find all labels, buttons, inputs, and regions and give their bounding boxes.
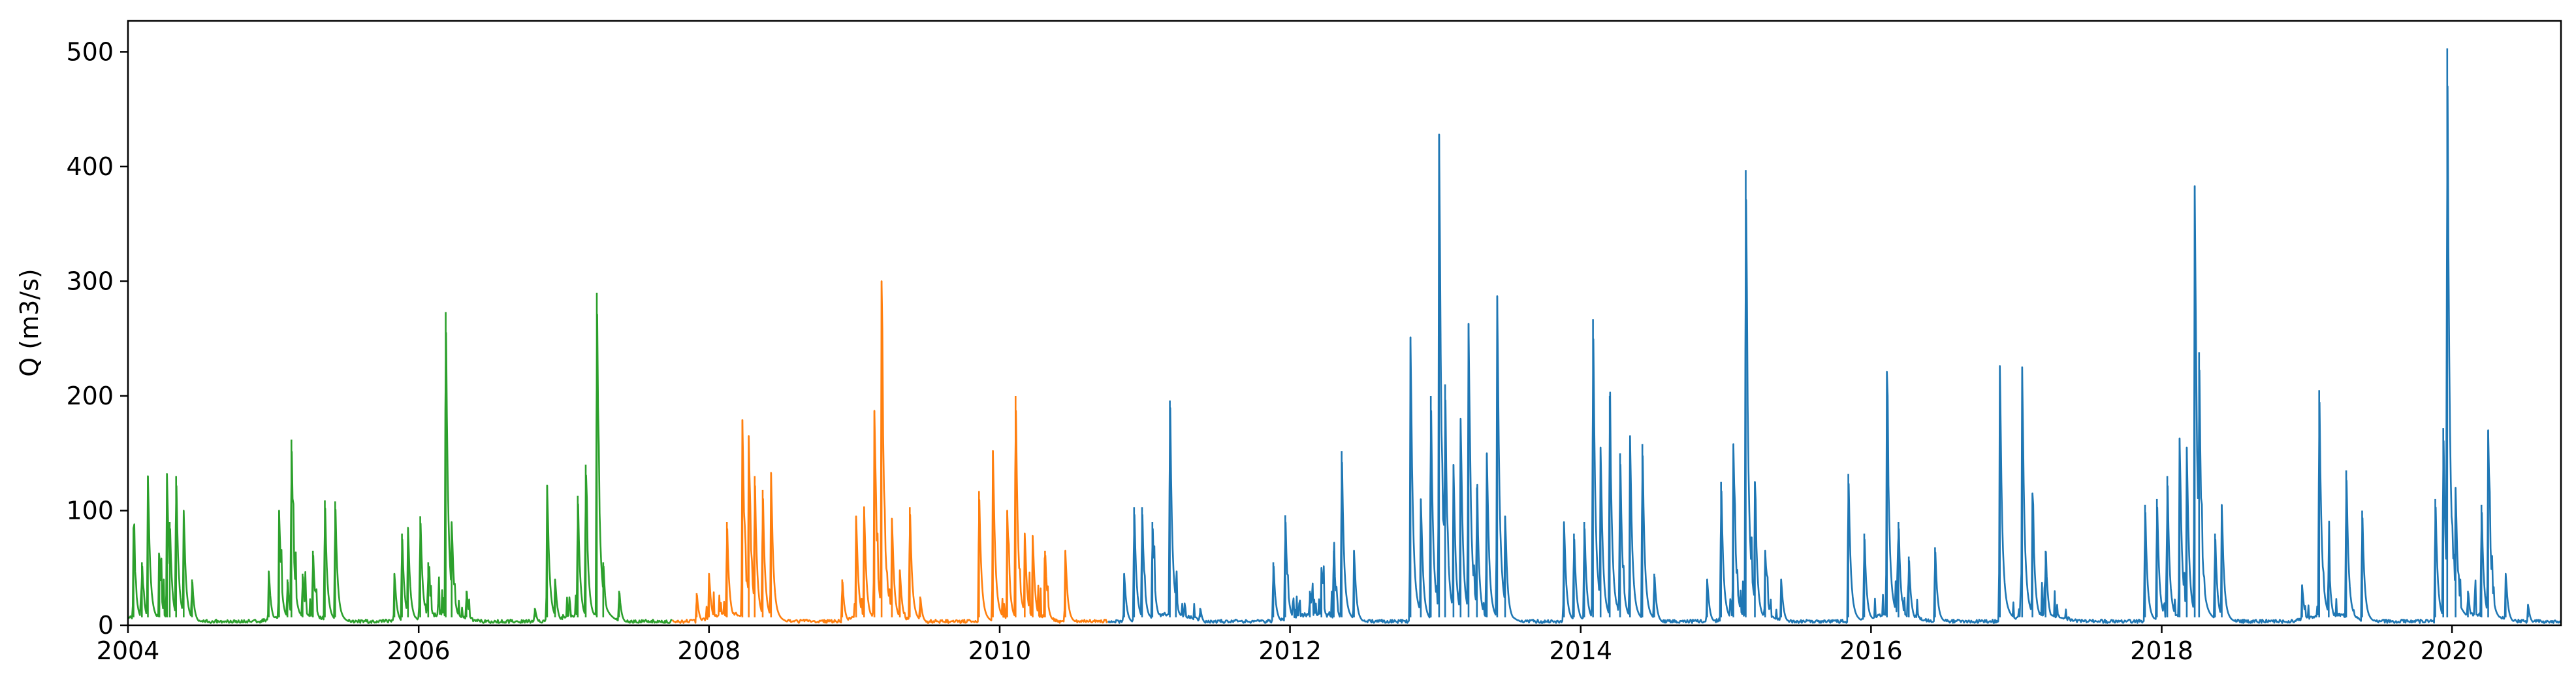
y-tick-label-500: 500 [66, 37, 114, 66]
series-line-1 [127, 314, 673, 624]
y-tick-label-400: 400 [66, 152, 114, 181]
x-tick-label-2016: 2016 [1839, 636, 1903, 665]
plot-frame [127, 20, 2562, 627]
x-axis: 2004 2006 2008 2010 2012 2014 2016 2018 2020 [97, 625, 2484, 665]
y-tick-label-200: 200 [66, 382, 114, 410]
series-line-2 [671, 280, 1109, 624]
y-tick-label-300: 300 [66, 267, 114, 295]
x-tick-label-2012: 2012 [1258, 636, 1322, 665]
x-tick-label-2014: 2014 [1549, 636, 1612, 665]
y-axis-label: Q (m3/s) [15, 269, 44, 376]
x-tick-label-2018: 2018 [2130, 636, 2193, 665]
series-layer [127, 48, 2562, 624]
x-tick-label-2020: 2020 [2421, 636, 2484, 665]
x-tick-label-2008: 2008 [677, 636, 740, 665]
y-tick-label-100: 100 [66, 496, 114, 525]
x-tick-label-2010: 2010 [968, 636, 1032, 665]
x-tick-label-2004: 2004 [97, 636, 160, 665]
y-axis: 0 100 200 300 400 500 [66, 37, 128, 640]
x-tick-label-2006: 2006 [387, 636, 451, 665]
y-tick-label-0: 0 [98, 611, 114, 640]
